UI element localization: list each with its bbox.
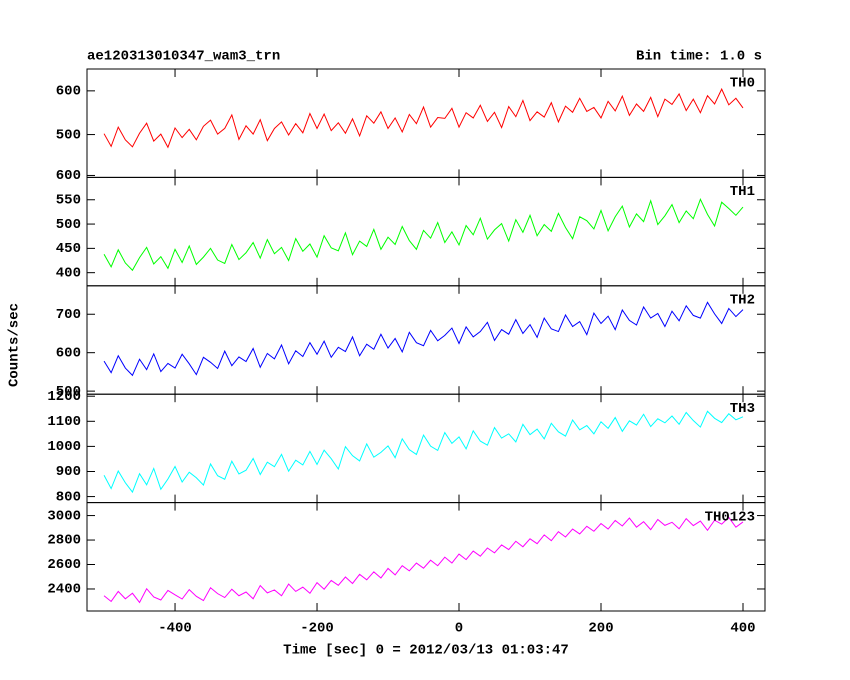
y-tick-label: 900 xyxy=(56,464,81,480)
y-tick-label: 550 xyxy=(56,192,81,208)
panel-frame xyxy=(86,176,766,287)
y-tick-label: 700 xyxy=(56,307,81,323)
chart-subtitle: Bin time: 1.0 s xyxy=(636,49,762,65)
x-tick-label: -200 xyxy=(300,621,334,637)
y-tick-label: 500 xyxy=(56,384,81,400)
y-tick-label: 500 xyxy=(56,127,81,143)
x-axis-label: Time [sec] 0 = 2012/03/13 01:03:47 xyxy=(283,643,569,659)
x-tick-label: 0 xyxy=(455,621,463,637)
y-tick-label: 2400 xyxy=(47,582,81,598)
series-line xyxy=(103,516,744,604)
y-tick-label: 1100 xyxy=(47,414,81,430)
chart-title: ae120313010347_wam3_trn xyxy=(87,49,280,65)
panel-label: TH3 xyxy=(730,401,755,417)
y-tick-label: 2800 xyxy=(47,533,81,549)
series-line xyxy=(103,197,744,272)
y-tick-label: 1000 xyxy=(47,439,81,455)
panel-label: TH1 xyxy=(730,184,755,200)
y-tick-label: 500 xyxy=(56,217,81,233)
y-tick-label: 400 xyxy=(56,265,81,281)
series-line xyxy=(103,87,744,149)
y-tick-label: 600 xyxy=(56,345,81,361)
y-tick-label: 2600 xyxy=(47,557,81,573)
panel-frame xyxy=(86,68,766,178)
y-tick-label: 800 xyxy=(56,489,81,505)
y-tick-label: 3000 xyxy=(47,508,81,524)
panel-frame xyxy=(86,393,766,504)
panel-label: TH0123 xyxy=(705,509,755,525)
panel-label: TH0 xyxy=(730,76,755,92)
series-line xyxy=(103,301,744,377)
x-tick-label: -400 xyxy=(158,621,192,637)
y-tick-label: 600 xyxy=(56,84,81,100)
series-line xyxy=(103,410,744,494)
y-tick-label: 600 xyxy=(56,168,81,184)
y-tick-label: 1200 xyxy=(47,389,81,405)
x-tick-label: 200 xyxy=(588,621,613,637)
x-tick-label: 400 xyxy=(730,621,755,637)
y-tick-label: 450 xyxy=(56,241,81,257)
panel-frame xyxy=(86,502,766,612)
panel-label: TH2 xyxy=(730,293,755,309)
y-axis-label: Counts/sec xyxy=(7,303,23,387)
